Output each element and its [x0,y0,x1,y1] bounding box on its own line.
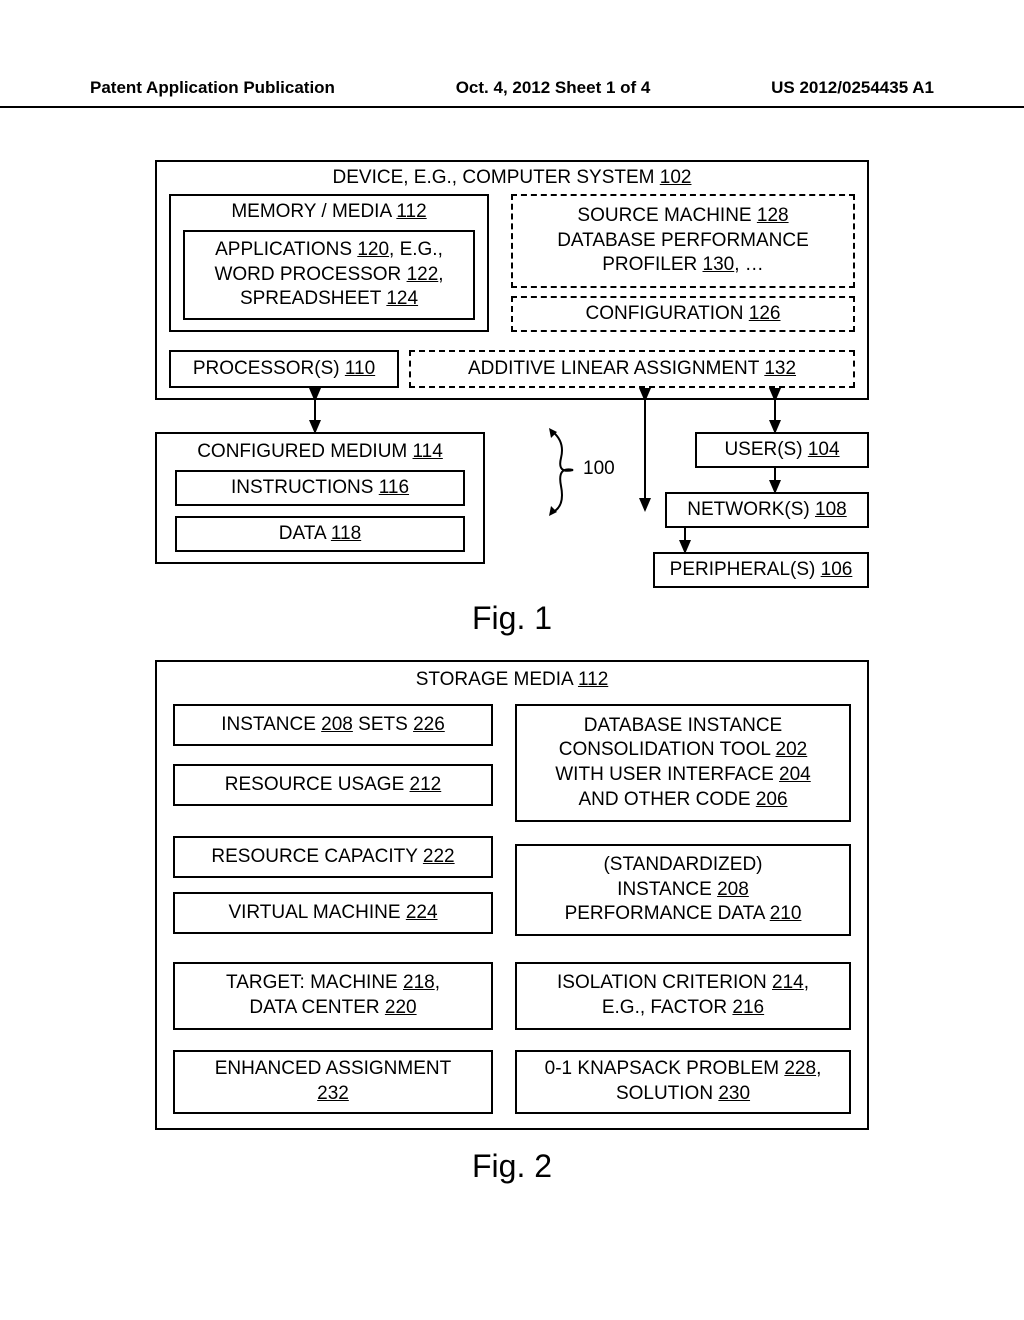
instructions-box: INSTRUCTIONS 116 [175,470,465,506]
peripherals-line: PERIPHERAL(S) 106 [670,558,853,583]
data-box: DATA 118 [175,516,465,552]
source-machine-line: SOURCE MACHINE 128 [577,204,788,229]
fig1-caption: Fig. 1 [155,600,869,637]
ala-line: ADDITIVE LINEAR ASSIGNMENT 132 [468,357,796,382]
users-box: USER(S) 104 [695,432,869,468]
configuration-line: CONFIGURATION 126 [586,302,781,327]
perf-line1: (STANDARDIZED) [603,853,762,878]
virtual-machine-line: VIRTUAL MACHINE 224 [228,901,437,926]
db-perf-line2: PROFILER 130, … [602,253,764,278]
knapsack-box: 0-1 KNAPSACK PROBLEM 228, SOLUTION 230 [515,1050,851,1114]
enhanced-assignment-box: ENHANCED ASSIGNMENT 232 [173,1050,493,1114]
isolation-line1: ISOLATION CRITERION 214, [557,971,809,996]
device-title: DEVICE, E.G., COMPUTER SYSTEM 102 [163,166,861,191]
tool-line1: DATABASE INSTANCE [584,714,782,739]
consolidation-tool-box: DATABASE INSTANCE CONSOLIDATION TOOL 202… [515,704,851,822]
enhanced-line1: ENHANCED ASSIGNMENT [215,1057,451,1082]
center-label-100: 100 [583,458,615,480]
db-perf-line1: DATABASE PERFORMANCE [557,229,809,254]
memory-title: MEMORY / MEDIA 112 [231,200,426,225]
spreadsheet-line: SPREADSHEET 124 [240,287,418,312]
figure-1: DEVICE, E.G., COMPUTER SYSTEM 102 MEMORY… [155,160,869,650]
resource-usage-line: RESOURCE USAGE 212 [225,773,441,798]
applications-box: APPLICATIONS 120, E.G., WORD PROCESSOR 1… [183,230,475,320]
target-box: TARGET: MACHINE 218, DATA CENTER 220 [173,962,493,1030]
networks-line: NETWORK(S) 108 [687,498,846,523]
target-line1: TARGET: MACHINE 218, [226,971,440,996]
applications-line: APPLICATIONS 120, E.G., [215,238,443,263]
additive-linear-assignment-box: ADDITIVE LINEAR ASSIGNMENT 132 [409,350,855,388]
instance-sets-line: INSTANCE 208 SETS 226 [221,713,445,738]
tool-line3: WITH USER INTERFACE 204 [555,763,811,788]
virtual-machine-box: VIRTUAL MACHINE 224 [173,892,493,934]
header-left: Patent Application Publication [90,78,335,98]
perf-line3: PERFORMANCE DATA 210 [565,902,802,927]
isolation-criterion-box: ISOLATION CRITERION 214, E.G., FACTOR 21… [515,962,851,1030]
fig2-caption: Fig. 2 [155,1148,869,1185]
source-machine-box: SOURCE MACHINE 128 DATABASE PERFORMANCE … [511,194,855,288]
peripherals-box: PERIPHERAL(S) 106 [653,552,869,588]
figure-2: STORAGE MEDIA 112 INSTANCE 208 SETS 226 … [155,660,869,1220]
perf-line2: INSTANCE 208 [617,878,749,903]
configuration-box: CONFIGURATION 126 [511,296,855,332]
resource-capacity-box: RESOURCE CAPACITY 222 [173,836,493,878]
header-center: Oct. 4, 2012 Sheet 1 of 4 [456,78,651,98]
users-line: USER(S) 104 [724,438,839,463]
data-line: DATA 118 [279,522,361,547]
instructions-line: INSTRUCTIONS 116 [231,476,409,501]
resource-capacity-line: RESOURCE CAPACITY 222 [211,845,454,870]
storage-title: STORAGE MEDIA 112 [163,668,861,693]
target-line2: DATA CENTER 220 [249,996,416,1021]
enhanced-line2: 232 [317,1082,349,1107]
header-right: US 2012/0254435 A1 [771,78,934,98]
tool-line2: CONSOLIDATION TOOL 202 [559,738,808,763]
page: Patent Application Publication Oct. 4, 2… [0,0,1024,1320]
page-header: Patent Application Publication Oct. 4, 2… [0,78,1024,108]
processors-line: PROCESSOR(S) 110 [193,357,375,382]
processors-box: PROCESSOR(S) 110 [169,350,399,388]
tool-line4: AND OTHER CODE 206 [578,788,787,813]
networks-box: NETWORK(S) 108 [665,492,869,528]
configured-medium-title: CONFIGURED MEDIUM 114 [197,440,443,465]
isolation-line2: E.G., FACTOR 216 [602,996,764,1021]
instance-sets-box: INSTANCE 208 SETS 226 [173,704,493,746]
performance-data-box: (STANDARDIZED) INSTANCE 208 PERFORMANCE … [515,844,851,936]
resource-usage-box: RESOURCE USAGE 212 [173,764,493,806]
knapsack-line1: 0-1 KNAPSACK PROBLEM 228, [545,1057,822,1082]
knapsack-line2: SOLUTION 230 [616,1082,750,1107]
word-processor-line: WORD PROCESSOR 122, [214,263,443,288]
